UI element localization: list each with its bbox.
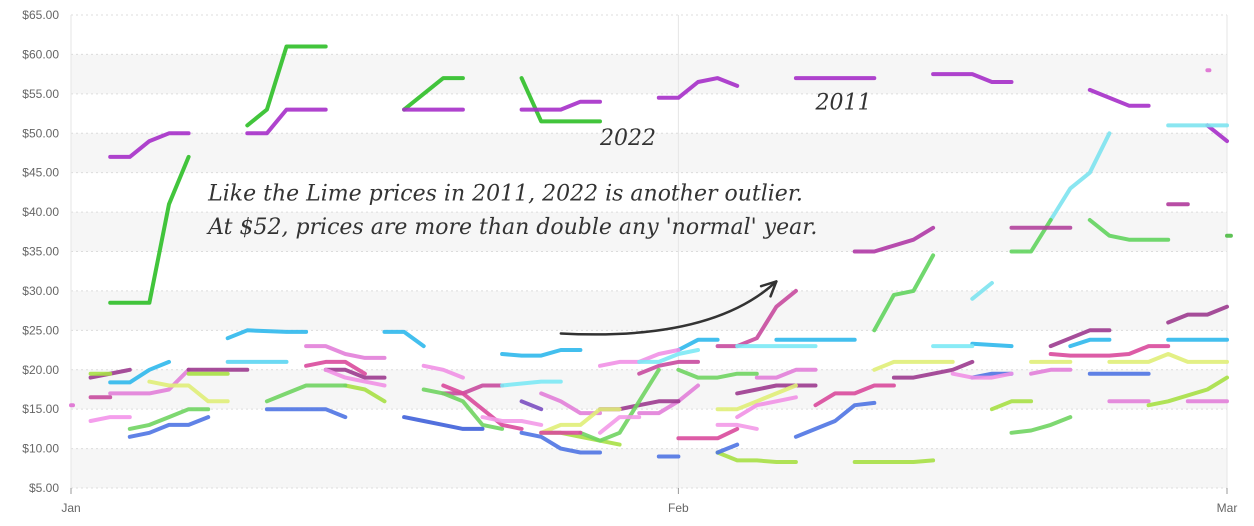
series-line (852, 225, 936, 254)
y-tick-label: $45.00 (22, 166, 59, 180)
y-tick-label: $55.00 (22, 87, 59, 101)
y-tick-label: $20.00 (22, 363, 59, 377)
series-line (88, 288, 798, 400)
x-tick-label: Jan (61, 501, 80, 515)
annotation-2022: 2022 (599, 126, 656, 151)
series-line (519, 399, 544, 412)
grid-band (71, 448, 1227, 488)
y-tick-label: $60.00 (22, 47, 59, 61)
series-line (127, 367, 1073, 443)
series-line (108, 328, 1229, 385)
series-line (970, 123, 1229, 301)
series-line (147, 352, 1229, 435)
series-line (402, 415, 485, 431)
series-line (500, 344, 975, 388)
y-tick-label: $65.00 (22, 8, 59, 22)
y-tick-label: $5.00 (29, 481, 59, 495)
y-axis-tick-labels: $5.00 $10.00 $15.00 $20.00 $25.00 $30.00 $35.0… (22, 8, 59, 495)
y-tick-label: $50.00 (22, 126, 59, 140)
grid-band (71, 133, 1227, 173)
annotation-line-1: Like the Lime prices in 2011, 2022 is an… (207, 181, 803, 206)
annotation-2011: 2011 (815, 91, 872, 116)
vertical-gridlines (70, 15, 1228, 494)
x-tick-label: Mar (1217, 501, 1238, 515)
series-line (872, 218, 1171, 333)
grid-band (71, 290, 1227, 331)
grid-band (71, 54, 1227, 94)
y-tick-label: $40.00 (22, 205, 59, 219)
series-line (108, 72, 1229, 159)
series-line (304, 344, 1171, 441)
y-tick-label: $25.00 (22, 323, 59, 337)
y-tick-label: $15.00 (22, 402, 59, 416)
x-tick-label: Feb (668, 501, 689, 515)
x-axis-tick-labels: Jan Feb Mar (61, 501, 1237, 515)
annotation-line-2: At $52, prices are more than double any … (206, 215, 817, 240)
series-line (88, 371, 1229, 464)
series-line (108, 44, 602, 305)
y-tick-label: $35.00 (22, 245, 59, 259)
grid-bands (71, 54, 1227, 488)
series-lines (69, 44, 1233, 464)
series-line (88, 415, 132, 423)
series-line (480, 415, 759, 435)
y-tick-label: $30.00 (22, 284, 59, 298)
annotation-arrow (559, 280, 778, 336)
series-line (108, 344, 1229, 416)
arrow-head (759, 280, 778, 298)
y-tick-label: $10.00 (22, 442, 59, 456)
arrow-shaft (559, 280, 778, 336)
